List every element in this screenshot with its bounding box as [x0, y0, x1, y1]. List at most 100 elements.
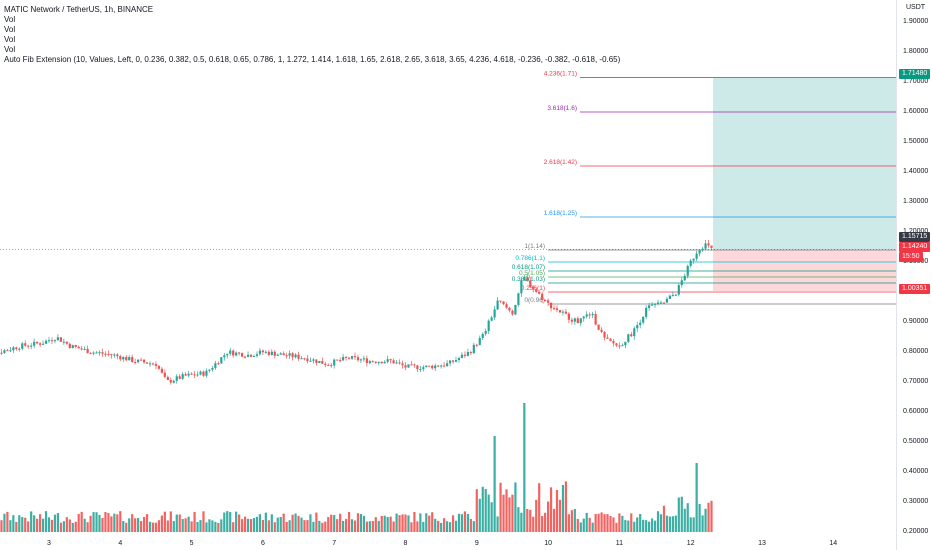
- fib-level-label: 1.618(1.25): [544, 210, 577, 217]
- volume-bar: [65, 517, 68, 532]
- candle-body: [220, 357, 223, 364]
- volume-bar: [15, 521, 18, 532]
- candle-body: [107, 353, 110, 355]
- candle-body: [686, 265, 689, 276]
- volume-bar: [451, 515, 455, 532]
- volume-bar: [431, 512, 434, 532]
- volume-bar: [594, 513, 597, 532]
- candle-body: [671, 294, 674, 296]
- candle-body: [440, 365, 443, 367]
- candle-body: [457, 357, 461, 361]
- candle-body: [333, 359, 336, 366]
- candle-body: [526, 277, 529, 281]
- price-axis[interactable]: 1.90000 1.80000 1.70000 1.60000 1.50000 1.400…: [897, 0, 932, 550]
- candle-body: [656, 302, 660, 304]
- candle-countdown-tag: 15:50: [899, 252, 923, 262]
- candle-body: [606, 337, 609, 339]
- candle-body: [496, 300, 499, 310]
- volume-bar: [252, 518, 256, 532]
- volume-bar: [502, 494, 505, 532]
- candles: [0, 239, 713, 385]
- candle-body: [490, 317, 493, 321]
- y-tick-label: 1.40000: [903, 168, 929, 175]
- volume-bar: [630, 513, 633, 532]
- candle-body: [238, 352, 241, 354]
- volume-bar: [160, 515, 163, 532]
- candle-body: [591, 313, 594, 316]
- volume-bar: [490, 502, 493, 532]
- volume-bar: [350, 519, 354, 532]
- y-tick-label: 1.20000: [903, 228, 928, 235]
- candle-body: [398, 362, 401, 364]
- volume-bar: [469, 518, 472, 532]
- candle-body: [529, 280, 532, 288]
- currency-label[interactable]: USDT: [906, 4, 926, 11]
- candle-body: [285, 355, 288, 357]
- candle-body: [547, 300, 550, 303]
- candle-body: [175, 376, 178, 381]
- candle-body: [407, 364, 410, 368]
- candle-body: [665, 298, 669, 303]
- volume-bar: [615, 522, 618, 532]
- y-tick-label: 0.40000: [903, 468, 929, 475]
- candle-body: [627, 334, 630, 342]
- candle-body: [493, 309, 496, 318]
- fib-level-label: 0.618(1.07): [512, 264, 545, 271]
- volume-bar: [558, 499, 562, 532]
- candle-body: [523, 277, 526, 281]
- candle-body: [454, 360, 458, 362]
- volume-bar: [229, 512, 232, 532]
- volume-bar: [3, 513, 6, 532]
- candle-body: [347, 357, 351, 359]
- volume-bar: [92, 512, 95, 532]
- volume-bar: [627, 520, 630, 532]
- candle-body: [18, 348, 21, 350]
- candle-body: [24, 343, 27, 346]
- volume-bar: [609, 516, 612, 532]
- volume-bar: [339, 513, 342, 532]
- candle-body: [21, 343, 24, 349]
- candle-body: [597, 324, 600, 330]
- volume-bar: [243, 516, 247, 532]
- candle-body: [428, 365, 431, 367]
- candle-body: [487, 320, 490, 331]
- candle-body: [624, 341, 627, 346]
- candle-body: [137, 359, 140, 363]
- candle-body: [297, 354, 300, 359]
- volume-bar: [448, 522, 452, 532]
- candle-body: [502, 301, 505, 305]
- candle-body: [609, 338, 612, 341]
- crosshair-price-tag: 1.15715: [899, 232, 931, 242]
- volume-bar: [77, 513, 80, 532]
- fib-level-label: 0.5(1.05): [519, 270, 545, 277]
- candle-body: [368, 361, 371, 364]
- volume-bar: [86, 522, 89, 532]
- candle-body: [336, 359, 339, 361]
- candle-body: [12, 347, 15, 351]
- candle-body: [327, 364, 330, 366]
- volume-bar: [214, 521, 217, 532]
- candle-body: [36, 341, 39, 344]
- candle-body: [704, 243, 707, 249]
- candle-body: [544, 299, 547, 301]
- volume-bar: [205, 522, 208, 532]
- volume-bar: [552, 508, 556, 532]
- volume-bar: [383, 515, 386, 532]
- candle-body: [645, 307, 648, 317]
- volume-bar: [380, 515, 383, 532]
- volume-bar: [460, 514, 464, 532]
- volume-bar: [472, 521, 475, 532]
- volume-bar: [312, 521, 315, 532]
- volume-bar: [639, 513, 642, 532]
- candle-body: [538, 291, 541, 294]
- candle-body: [184, 374, 187, 376]
- candle-body: [434, 365, 437, 369]
- candle-body: [621, 345, 624, 347]
- fib-level-label: 0(0.96): [524, 297, 545, 304]
- volume-bar: [107, 513, 110, 532]
- volume-bar: [68, 519, 71, 532]
- candle-body: [80, 348, 83, 350]
- fib-study-label[interactable]: Auto Fib Extension (10, Values, Left, 0,…: [4, 55, 621, 64]
- volume-bar: [279, 517, 282, 532]
- volume-bar: [41, 518, 45, 532]
